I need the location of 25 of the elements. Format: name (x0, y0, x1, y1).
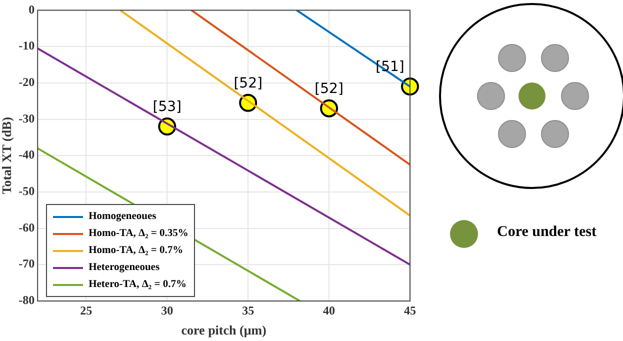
y-tick-label: -40 (18, 148, 35, 162)
annotation: [52] (234, 76, 262, 92)
y-tick-label: -80 (18, 293, 35, 308)
x-axis-title: core pitch (μm) (181, 322, 266, 338)
legend-label: Heterogeneoues (88, 262, 160, 273)
text: Core under test (497, 224, 596, 241)
legend-label: Homogeneoues (88, 211, 156, 222)
y-tick-label: -10 (18, 38, 35, 53)
annotation: [53] (152, 99, 182, 116)
x-tick-label: 30 (161, 303, 174, 318)
y-tick-label: -50 (18, 184, 35, 198)
y-axis-title: Total XT (dB) (0, 116, 14, 194)
legend-label: Homo-TA, Δ₂ = 0.7% (88, 245, 184, 256)
y-tick-label: 0 (28, 2, 35, 16)
x-tick-label: 25 (80, 303, 92, 318)
annotation: [52] (314, 80, 344, 97)
y-tick-label: -60 (18, 220, 35, 234)
x-tick-label: 35 (242, 303, 254, 318)
x-tick-label: 40 (323, 303, 336, 318)
y-tick-label: -70 (18, 256, 35, 271)
x-tick-label: 45 (404, 303, 416, 318)
y-tick-label: -30 (18, 111, 35, 126)
legend-label: Homo-TA, Δ₂ = 0.35% (88, 228, 188, 239)
legend-label: Hetero-TA, Δ₂ = 0.7% (88, 279, 186, 290)
y-tick-label: -20 (18, 74, 35, 89)
